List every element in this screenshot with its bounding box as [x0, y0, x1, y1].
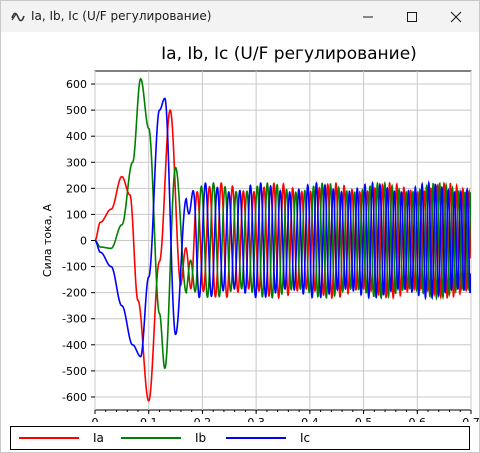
y-tick-label: 200	[66, 182, 87, 195]
legend-item-ib: Ib	[121, 427, 206, 449]
x-tick-label: 0	[92, 416, 99, 422]
legend: Ia Ib Ic	[10, 426, 470, 450]
maximize-button[interactable]	[390, 1, 434, 32]
window-title: Ia, Ib, Ic (U/F регулирование)	[31, 9, 212, 23]
chart-title: Ia, Ib, Ic (U/F регулирование)	[161, 44, 417, 64]
legend-label-ia: Ia	[93, 431, 104, 445]
x-tick-label: 0.4	[301, 416, 319, 422]
y-tick-label: 500	[66, 104, 87, 117]
x-tick-label: 0.1	[140, 416, 158, 422]
legend-item-ic: Ic	[226, 427, 310, 449]
minimize-icon	[363, 16, 373, 17]
y-tick-label: 400	[66, 130, 87, 143]
y-tick-label: -100	[62, 261, 87, 274]
y-tick-label: 100	[66, 208, 87, 221]
close-button[interactable]	[434, 1, 478, 32]
y-tick-label: -600	[62, 391, 87, 404]
title-bar[interactable]: Ia, Ib, Ic (U/F регулирование)	[1, 1, 479, 32]
legend-label-ic: Ic	[300, 431, 311, 445]
plot-area: Ia, Ib, Ic (U/F регулирование) 0 0.1 0.2 0.3…	[1, 32, 479, 422]
y-axis-label: Сила тока, А	[41, 203, 54, 277]
y-tick-label: -400	[62, 339, 87, 352]
current-chart: Ia, Ib, Ic (U/F регулирование) 0 0.1 0.2 0.3…	[41, 44, 479, 422]
legend-item-ia: Ia	[19, 427, 104, 449]
close-icon	[450, 11, 462, 22]
y-tick-label: -500	[62, 365, 87, 378]
app-icon	[10, 9, 26, 25]
maximize-icon	[407, 11, 417, 22]
y-tick-label: -200	[62, 287, 87, 300]
legend-swatch-ia	[19, 437, 79, 439]
legend-swatch-ib	[121, 437, 181, 439]
legend-swatch-ic	[226, 437, 286, 439]
x-tick-label: 0.6	[409, 416, 427, 422]
y-tick-label: 600	[66, 78, 87, 91]
y-tick-label: 300	[66, 156, 87, 169]
series-line-ic	[95, 97, 471, 358]
y-tick-label: 0	[80, 235, 87, 248]
series-line-ib	[95, 77, 471, 370]
x-tick-label: 0.5	[355, 416, 373, 422]
legend-label-ib: Ib	[195, 431, 207, 445]
x-tick-label: 0.7	[462, 416, 479, 422]
x-tick-label: 0.3	[247, 416, 265, 422]
x-tick-label: 0.2	[194, 416, 212, 422]
y-tick-label: -300	[62, 313, 87, 326]
minimize-button[interactable]	[346, 1, 390, 32]
